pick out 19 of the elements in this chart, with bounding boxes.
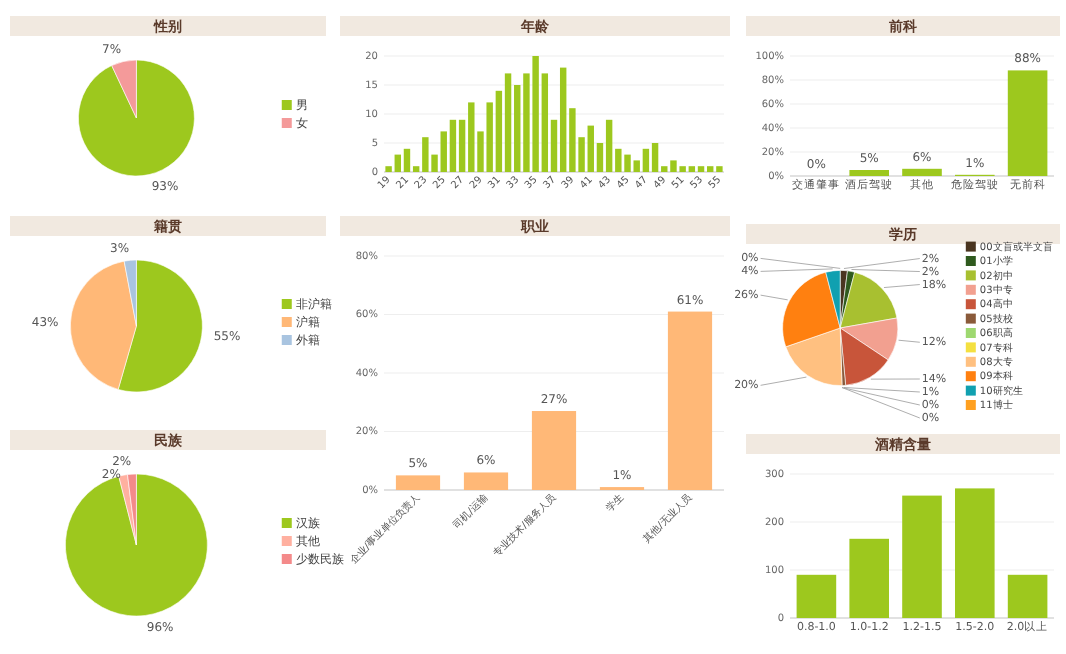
bar [651,143,659,172]
bar [463,472,509,490]
bar [449,119,457,172]
bar [667,311,713,490]
bar [531,411,577,490]
pie-slice [65,473,208,617]
bar [395,475,441,490]
bar [796,574,837,618]
bar [849,170,889,176]
bar [902,168,942,176]
bar [697,166,705,172]
bar [1007,574,1048,618]
bar [1007,70,1048,176]
bar [955,488,995,618]
pie-slice [78,59,195,177]
bar [504,73,512,172]
bar [849,538,889,618]
bar [403,148,411,172]
bar [902,495,942,618]
